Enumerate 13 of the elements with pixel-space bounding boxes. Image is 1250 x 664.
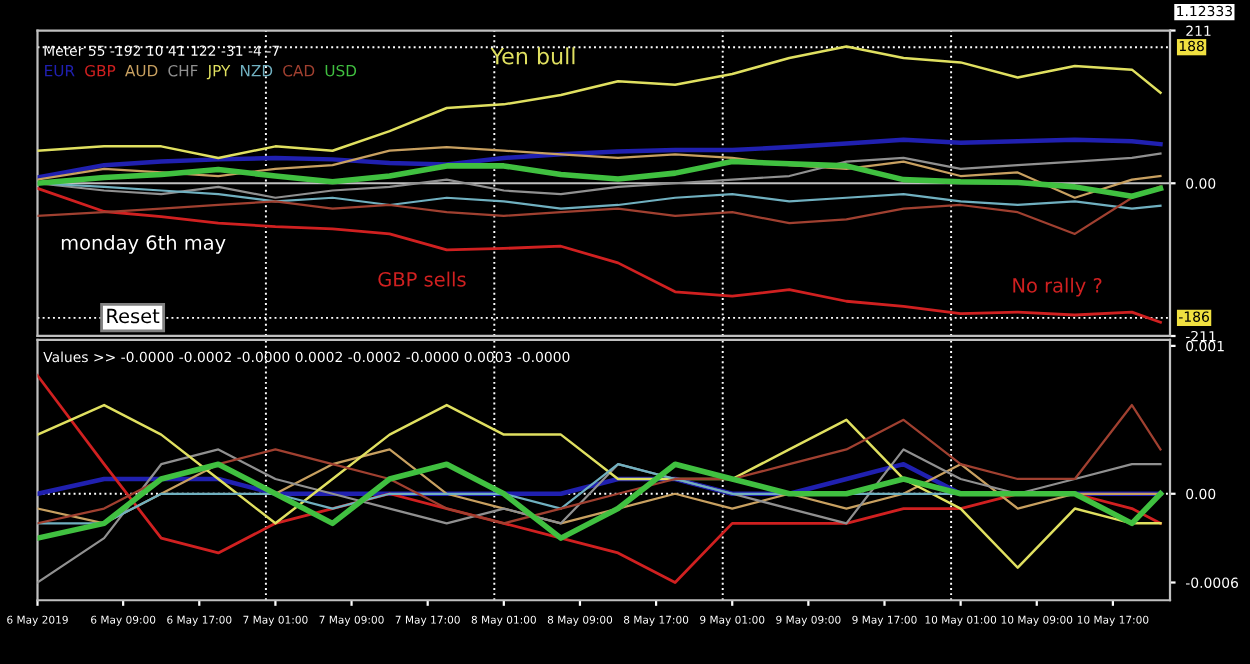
line-series — [37, 374, 1162, 584]
line-series — [37, 403, 1162, 525]
annotation: Reset — [107, 308, 160, 324]
annotation: No rally ? — [1013, 277, 1102, 297]
annotation: monday 6th may — [61, 234, 226, 254]
annotation: GBP sells — [378, 271, 466, 287]
line-series — [37, 186, 1162, 324]
line-series — [37, 185, 1162, 236]
line-series — [37, 461, 1164, 541]
line-series — [37, 403, 1162, 569]
line-series — [37, 137, 1163, 180]
line-series — [37, 45, 1162, 160]
annotation: Yen bull — [490, 47, 575, 65]
